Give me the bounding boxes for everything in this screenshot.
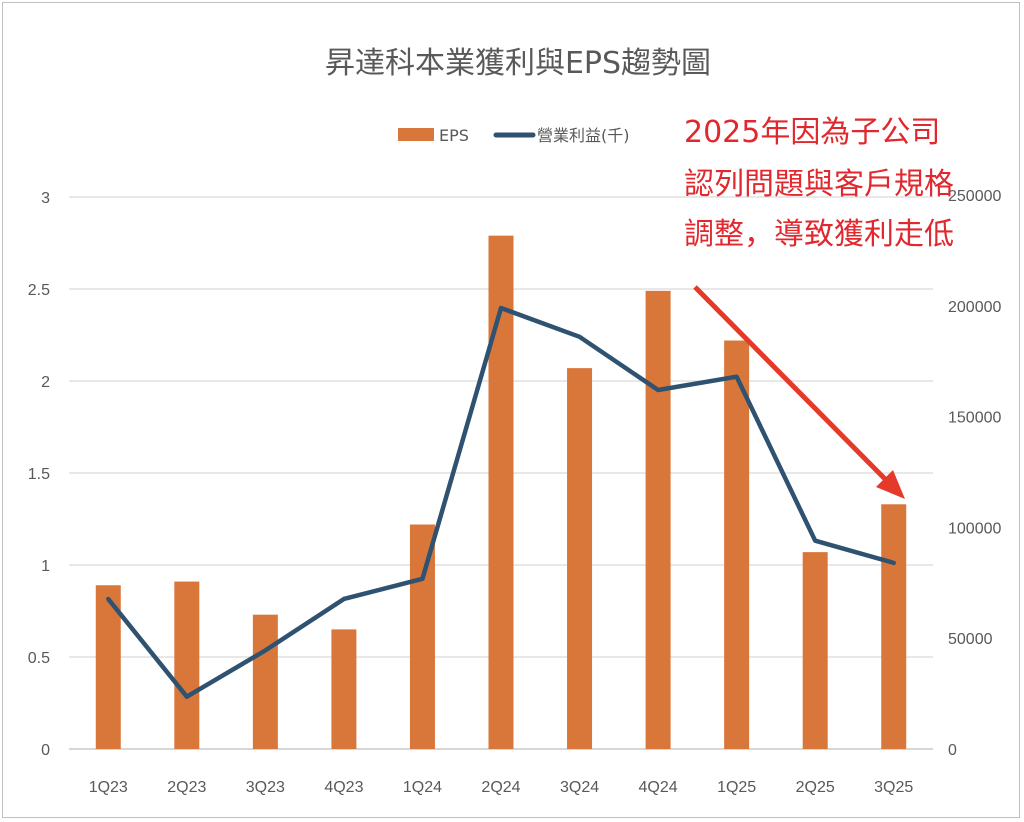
x-tick-label: 4Q23 bbox=[324, 779, 363, 796]
eps-bar bbox=[802, 552, 828, 749]
right-tick-label: 50000 bbox=[948, 631, 993, 648]
annotation-line-2: 認列問題與客戶規格 bbox=[684, 167, 954, 202]
annotation-line-3: 調整，導致獲利走低 bbox=[684, 217, 954, 252]
eps-bar bbox=[252, 614, 278, 749]
legend-label-eps: EPS bbox=[439, 126, 469, 145]
x-tick-label: 4Q24 bbox=[639, 779, 678, 796]
operating-profit-line bbox=[106, 305, 896, 699]
left-tick-label: 0 bbox=[41, 742, 50, 759]
x-tick-label: 3Q25 bbox=[874, 779, 913, 796]
right-tick-label: 200000 bbox=[948, 299, 1001, 316]
left-tick-label: 1 bbox=[41, 558, 50, 575]
left-tick-label: 1.5 bbox=[28, 466, 50, 483]
x-tick-label: 3Q23 bbox=[246, 779, 285, 796]
x-tick-label: 3Q24 bbox=[560, 779, 599, 796]
eps-bar bbox=[645, 290, 671, 749]
eps-bar bbox=[488, 235, 514, 749]
eps-bar bbox=[567, 368, 593, 749]
left-tick-label: 2.5 bbox=[28, 282, 50, 299]
annotation-arrow-head bbox=[876, 470, 905, 499]
right-tick-label: 250000 bbox=[948, 188, 1001, 205]
chart-title: 昇達科本業獲利與EPS趨勢圖 bbox=[325, 46, 711, 81]
x-tick-label: 1Q23 bbox=[89, 779, 128, 796]
right-tick-label: 0 bbox=[948, 742, 957, 759]
annotation-line-1: 2025年因為子公司 bbox=[684, 115, 940, 150]
x-tick-label: 1Q25 bbox=[717, 779, 756, 796]
right-tick-label: 100000 bbox=[948, 520, 1001, 537]
eps-bar bbox=[409, 524, 435, 749]
left-tick-label: 2 bbox=[41, 374, 50, 391]
right-axis: 0 50000 100000 150000 200000 250000 bbox=[948, 188, 1001, 759]
eps-bar bbox=[331, 629, 357, 749]
legend-swatch-eps bbox=[398, 128, 434, 141]
x-tick-label: 2Q25 bbox=[796, 779, 835, 796]
x-tick-label: 2Q23 bbox=[167, 779, 206, 796]
x-axis: 1Q23 2Q23 3Q23 4Q23 1Q24 2Q24 3Q24 4Q24 1Q25 2Q25… bbox=[89, 779, 914, 796]
left-axis: 0 0.5 1 1.5 2 2.5 3 bbox=[28, 190, 50, 759]
eps-bar bbox=[724, 340, 750, 749]
eps-bars bbox=[95, 235, 907, 749]
eps-bar bbox=[881, 504, 907, 749]
right-tick-label: 150000 bbox=[948, 410, 1001, 427]
left-tick-label: 0.5 bbox=[28, 650, 50, 667]
eps-bar bbox=[174, 581, 200, 749]
annotation-arrow-shaft bbox=[693, 285, 890, 484]
left-tick-label: 3 bbox=[41, 190, 50, 207]
annotation: 2025年因為子公司 認列問題與客戶規格 調整，導致獲利走低 bbox=[684, 115, 954, 499]
x-tick-label: 2Q24 bbox=[481, 779, 520, 796]
legend-label-line: 營業利益(千) bbox=[537, 126, 630, 145]
x-tick-label: 1Q24 bbox=[403, 779, 442, 796]
legend: EPS 營業利益(千) bbox=[398, 126, 630, 145]
